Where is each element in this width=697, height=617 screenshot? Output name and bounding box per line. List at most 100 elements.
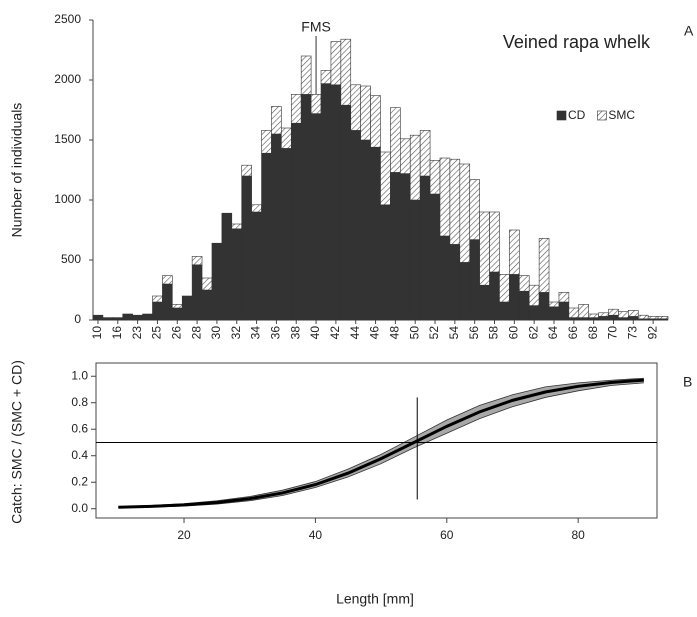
bar-segment (499, 274, 510, 303)
y-tick-label: 0.8 (71, 395, 88, 409)
y-tick-label: 0.0 (71, 501, 88, 515)
bar-segment (509, 274, 520, 321)
x-tick-label: 54 (447, 326, 461, 340)
bar-segment (469, 239, 480, 321)
bar-segment (409, 199, 421, 321)
x-tick-label: 16 (110, 326, 124, 340)
bar-segment (439, 157, 451, 237)
bar-segment (132, 314, 143, 321)
bar-segment (290, 122, 302, 321)
band-edge (118, 377, 644, 508)
bar-segment (231, 228, 243, 321)
bar-segment (390, 172, 401, 321)
x-tick-label: 20 (177, 528, 191, 542)
bar-segment (340, 104, 352, 321)
bar-segment (162, 283, 173, 321)
x-tick-label: 73 (625, 326, 639, 340)
bar-segment (459, 262, 471, 321)
bar-segment (489, 211, 500, 273)
x-tick-label: 52 (427, 326, 441, 340)
legend-swatch (597, 110, 607, 121)
x-tick-label: 44 (348, 326, 362, 340)
bar-segment (637, 314, 649, 320)
x-tick-label: 34 (249, 326, 263, 340)
bar-segment (518, 275, 530, 292)
x-tick-label: 62 (526, 326, 540, 340)
bar-segment (92, 314, 104, 321)
y-tick-label: 500 (61, 252, 81, 266)
bar-segment (578, 317, 589, 321)
bar-segment (518, 290, 530, 321)
bar-segment (469, 179, 480, 240)
legend-swatch (556, 110, 567, 121)
bar-segment (538, 292, 550, 321)
bar-segment (300, 55, 312, 95)
x-tick-label: 40 (308, 326, 322, 340)
x-tick-label: 64 (546, 326, 560, 340)
x-tick-label: 10 (90, 326, 104, 340)
bar-segment (261, 130, 272, 154)
y-axis-label: Number of individuals (9, 103, 25, 238)
bar-segment (538, 238, 550, 293)
x-tick-label: 56 (467, 326, 481, 340)
x-tick-label: 36 (269, 326, 283, 340)
bar-segment (290, 94, 302, 124)
bar-segment (479, 211, 490, 286)
bar-segment (608, 314, 619, 321)
bar-segment (618, 317, 629, 321)
bar-segment (241, 164, 252, 177)
y-tick-label: 0.6 (71, 421, 88, 435)
panel-label: B (683, 374, 692, 390)
bar-segment (489, 271, 500, 321)
x-tick-label: 26 (169, 326, 183, 340)
bar-segment (598, 316, 609, 321)
y-tick-label: 2000 (54, 72, 81, 86)
y-tick-label: 1.0 (71, 368, 88, 382)
bar-segment (429, 160, 441, 195)
bar-segment (172, 304, 183, 309)
bar-segment (211, 242, 223, 321)
chart-title: Veined rapa whelk (503, 32, 651, 52)
bar-segment (400, 138, 411, 174)
bar-segment (201, 277, 213, 291)
bar-segment (628, 310, 639, 317)
x-tick-label: 58 (487, 326, 501, 340)
y-tick-label: 0 (74, 312, 81, 326)
bar-segment (350, 84, 361, 131)
bar-segment (251, 204, 262, 213)
curve (118, 378, 644, 509)
bar-segment (528, 284, 540, 306)
bar-segment (320, 83, 332, 321)
bar-segment (598, 312, 609, 317)
bar-segment (201, 289, 213, 321)
bar-segment (172, 307, 183, 321)
x-tick-label: 42 (328, 326, 342, 340)
bar-segment (281, 148, 292, 321)
bar-segment (122, 313, 133, 321)
bar-segment (578, 304, 589, 318)
x-tick-label: 68 (586, 326, 600, 340)
panel-label: A (684, 23, 694, 39)
bar-segment (370, 95, 381, 148)
bar-segment (449, 158, 461, 245)
bar-segment (628, 316, 639, 321)
bar-segment (251, 211, 262, 321)
y-axis-label: Catch: SMC / (SMC + CD) (9, 360, 25, 524)
bar-segment (568, 307, 580, 318)
bar-segment (152, 295, 163, 303)
bar-segment (558, 292, 570, 303)
bar-segment (449, 244, 461, 321)
bar-segment (588, 317, 599, 321)
bar-segment (380, 204, 391, 321)
bar-segment (657, 316, 669, 320)
x-tick-label: 60 (507, 326, 521, 340)
bar-segment (300, 94, 312, 321)
x-tick-label: 50 (407, 326, 421, 340)
x-tick-label: 48 (388, 326, 402, 340)
bar-segment (459, 163, 471, 263)
x-tick-label: 80 (571, 528, 585, 542)
bar-segment (380, 151, 391, 206)
bar-segment (439, 235, 451, 321)
x-tick-label: 66 (566, 326, 580, 340)
